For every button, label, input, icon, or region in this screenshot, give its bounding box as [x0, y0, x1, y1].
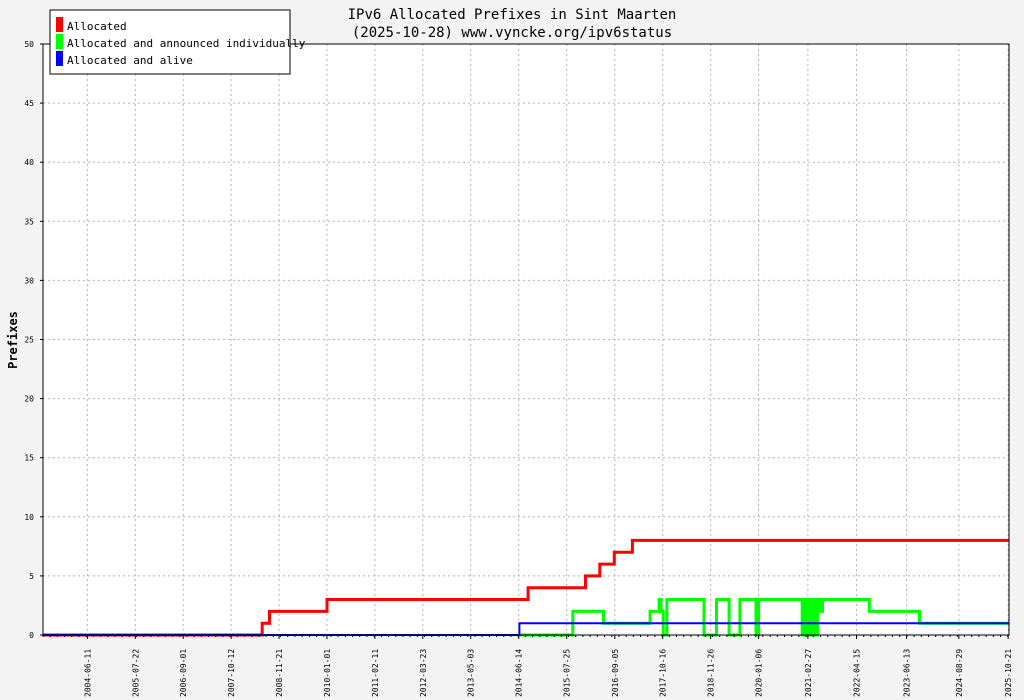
- legend-swatch-alive: [56, 51, 63, 66]
- legend-box: [49, 9, 291, 75]
- x-tick-label: 2004-06-11: [83, 649, 92, 697]
- y-tick-label: 50: [24, 40, 34, 49]
- x-tick-label: 2008-11-21: [275, 649, 284, 697]
- legend-label-alive: Allocated and alive: [67, 54, 193, 67]
- y-tick-label: 25: [24, 336, 34, 345]
- x-tick-label: 2007-10-12: [227, 649, 236, 697]
- y-tick-label: 0: [29, 631, 34, 640]
- x-tick-label: 2018-11-26: [707, 649, 716, 697]
- x-tick-label: 2013-05-03: [467, 649, 476, 697]
- x-tick-label: 2012-03-23: [419, 649, 428, 697]
- x-tick-label: 2022-04-15: [853, 649, 862, 697]
- y-tick-label: 35: [24, 217, 34, 226]
- y-tick-label: 20: [24, 395, 34, 404]
- x-tick-label: 2014-06-14: [515, 649, 524, 697]
- series-line-allocated-and-announced-individually: [519, 598, 1009, 637]
- y-axis-label: Prefixes: [6, 311, 20, 369]
- x-tick-label: 2006-09-01: [179, 649, 188, 697]
- x-tick-label: 2011-02-11: [371, 649, 380, 697]
- x-tick-label: 2015-07-25: [563, 649, 572, 697]
- x-tick-label: 2017-10-16: [659, 649, 668, 697]
- x-tick-label: 2021-02-27: [804, 649, 813, 697]
- legend-label-announced: Allocated and announced individually: [67, 37, 306, 50]
- x-tick-label: 2025-10-21: [1004, 649, 1013, 697]
- y-tick-label: 10: [24, 513, 34, 522]
- grid: [43, 44, 1009, 635]
- y-tick-label: 45: [24, 99, 34, 108]
- chart-title: IPv6 Allocated Prefixes in Sint Maarten: [348, 7, 677, 23]
- x-tick-label: 2010-01-01: [323, 649, 332, 697]
- y-tick-label: 5: [29, 572, 34, 581]
- legend-label-allocated: Allocated: [67, 20, 127, 33]
- x-tick-label: 2024-08-29: [955, 649, 964, 697]
- legend-swatch-announced: [56, 34, 63, 49]
- y-tick-label: 40: [24, 158, 34, 167]
- y-tick-label: 30: [24, 276, 34, 285]
- y-tick-label: 15: [24, 454, 34, 463]
- legend: Allocated Allocated and announced indivi…: [49, 9, 306, 75]
- chart-subtitle: (2025-10-28) www.vyncke.org/ipv6status: [352, 25, 672, 41]
- legend-swatch-allocated: [56, 17, 63, 32]
- x-tick-label: 2005-07-22: [131, 649, 140, 697]
- series-line-allocated: [43, 538, 1009, 637]
- x-tick-label: 2023-06-13: [903, 649, 912, 697]
- x-tick-label: 2016-09-05: [611, 649, 620, 697]
- axis-ticks: 0 5 10 15 20 25 30 35 40 45 50 2004-06-11 2005-07-22…: [24, 40, 1013, 697]
- x-tick-label: 2020-01-06: [755, 649, 764, 697]
